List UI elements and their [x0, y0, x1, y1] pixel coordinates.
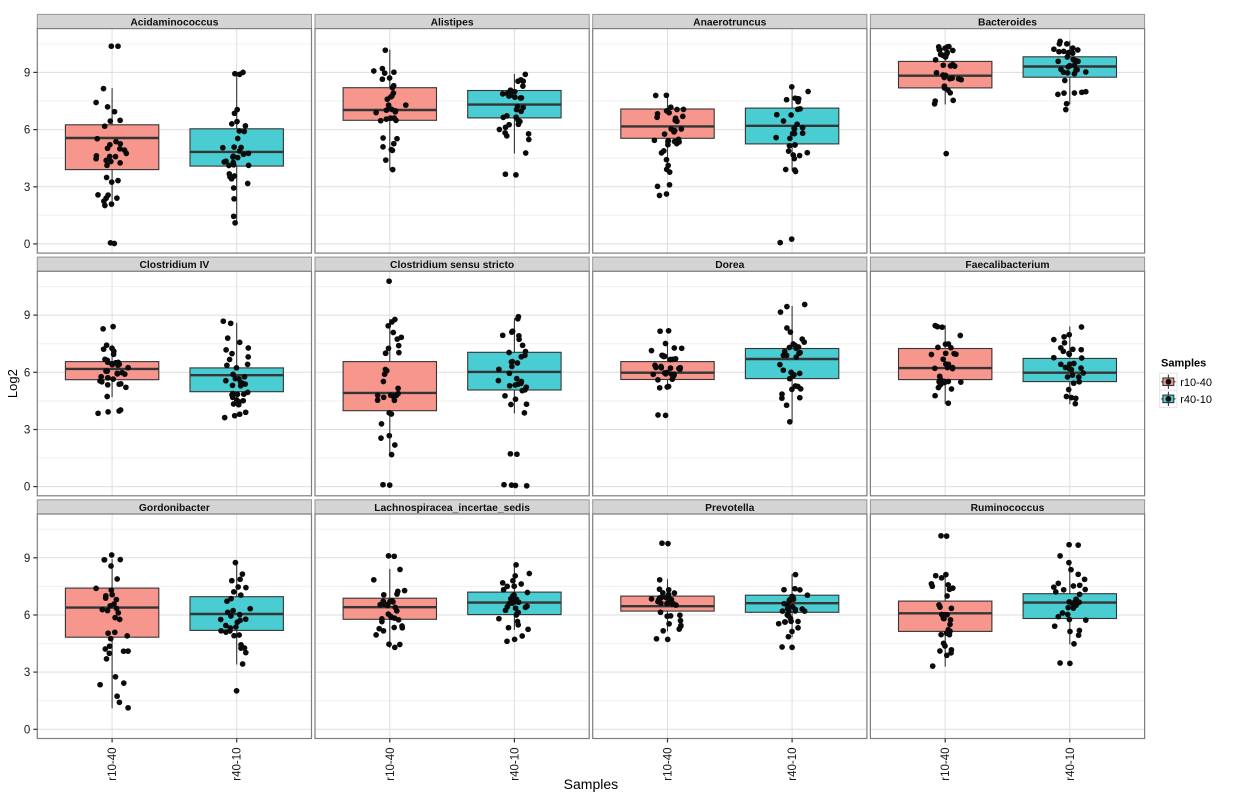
svg-text:6: 6 [24, 125, 30, 137]
svg-text:0: 0 [24, 482, 30, 494]
svg-text:r10-40: r10-40 [385, 748, 397, 781]
svg-text:r40-10: r40-10 [232, 748, 244, 781]
svg-text:r40-10: r40-10 [1180, 394, 1212, 406]
svg-text:Prevotella: Prevotella [705, 503, 754, 514]
svg-text:Samples: Samples [564, 776, 618, 792]
svg-text:3: 3 [24, 667, 30, 679]
svg-text:r10-40: r10-40 [663, 748, 675, 781]
svg-text:Dorea: Dorea [715, 260, 744, 271]
svg-text:9: 9 [24, 67, 30, 79]
svg-text:Log2: Log2 [5, 369, 20, 398]
svg-text:Ruminococcus: Ruminococcus [971, 503, 1045, 514]
svg-text:r40-10: r40-10 [787, 748, 799, 781]
svg-text:3: 3 [24, 425, 30, 437]
svg-text:9: 9 [24, 553, 30, 565]
svg-text:r10-40: r10-40 [1180, 377, 1212, 389]
svg-text:r40-10: r40-10 [509, 748, 521, 781]
svg-text:r10-40: r10-40 [107, 748, 119, 781]
svg-text:9: 9 [24, 310, 30, 322]
svg-text:Clostridium IV: Clostridium IV [140, 260, 210, 271]
svg-text:r10-40: r10-40 [940, 748, 952, 781]
svg-text:Faecalibacterium: Faecalibacterium [965, 260, 1049, 271]
svg-text:Gordonibacter: Gordonibacter [139, 503, 210, 514]
svg-text:Clostridium sensu stricto: Clostridium sensu stricto [390, 260, 514, 271]
svg-text:r40-10: r40-10 [1065, 748, 1077, 781]
svg-text:0: 0 [24, 239, 30, 251]
svg-text:Samples: Samples [1161, 358, 1206, 370]
svg-text:3: 3 [24, 182, 30, 194]
svg-text:Bacteroides: Bacteroides [978, 18, 1037, 29]
svg-text:Lachnospiracea_incertae_sedis: Lachnospiracea_incertae_sedis [374, 503, 530, 514]
svg-text:6: 6 [24, 610, 30, 622]
svg-text:6: 6 [24, 367, 30, 379]
svg-text:Acidaminococcus: Acidaminococcus [130, 18, 218, 29]
svg-text:Anaerotruncus: Anaerotruncus [693, 18, 767, 29]
svg-text:Alistipes: Alistipes [431, 18, 474, 29]
svg-text:0: 0 [24, 724, 30, 736]
